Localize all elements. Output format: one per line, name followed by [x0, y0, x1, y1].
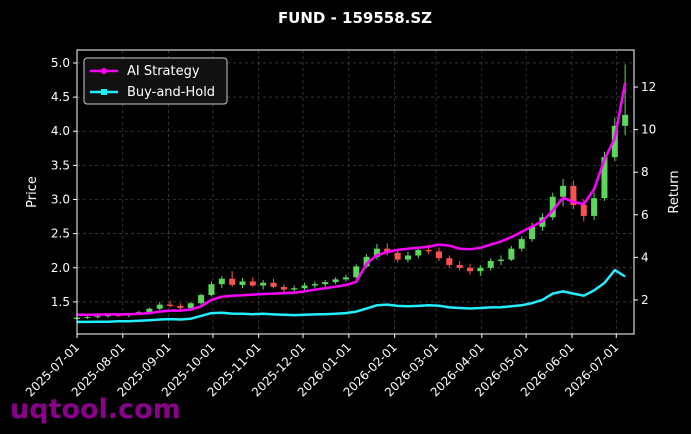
- watermark: uqtool.com: [10, 394, 181, 425]
- legend-marker: [101, 68, 107, 74]
- y-tick-label: 3.5: [51, 158, 70, 172]
- candle-body: [187, 303, 194, 309]
- candle-body: [239, 281, 246, 285]
- candle-body: [529, 226, 536, 240]
- candle-body: [415, 250, 422, 256]
- candle-body: [560, 185, 567, 197]
- candle-body: [363, 256, 370, 267]
- candle-body: [156, 304, 163, 309]
- candle-body: [291, 288, 298, 290]
- candle-body: [425, 250, 432, 252]
- candle-body: [146, 308, 153, 313]
- candle-body: [218, 278, 225, 285]
- y2-tick-label: 12: [641, 80, 656, 94]
- y-tick-label: 4.0: [51, 124, 70, 138]
- candle-body: [373, 248, 380, 257]
- series-line: [77, 268, 626, 324]
- y2-axis-label: Return: [667, 170, 682, 213]
- candle-body: [435, 251, 442, 259]
- y2-tick-label: 10: [641, 123, 656, 137]
- candle-body: [229, 278, 236, 285]
- y-tick-label: 2.5: [51, 227, 70, 241]
- candle-body: [477, 267, 484, 272]
- candle-body: [270, 282, 277, 287]
- candle-body: [518, 239, 525, 249]
- candle-body: [177, 306, 184, 309]
- candle-body: [456, 265, 463, 268]
- candle-body: [601, 157, 608, 199]
- legend-box: [83, 57, 228, 105]
- y2-tick-label: 8: [641, 165, 649, 179]
- y-tick-label: 3.0: [51, 193, 70, 207]
- y2-tick-label: 6: [641, 208, 649, 222]
- y-tick-label: 2.0: [51, 261, 70, 275]
- candle-body: [570, 185, 577, 205]
- legend: AI Strategy Buy-and-Hold: [83, 57, 228, 105]
- candle-body: [249, 281, 256, 286]
- legend-label: Buy-and-Hold: [127, 85, 215, 100]
- candle-body: [384, 248, 391, 253]
- candle-body: [322, 282, 329, 285]
- series-line: [77, 82, 627, 317]
- legend-label: AI Strategy: [127, 64, 200, 79]
- chart-title: FUND - 159558.SZ: [278, 9, 432, 27]
- y-tick-label: 5.0: [51, 56, 70, 70]
- candle-body: [260, 282, 267, 286]
- candle-body: [611, 125, 618, 158]
- candle-body: [591, 198, 598, 216]
- y2-tick-label: 4: [641, 250, 649, 264]
- candle-body: [198, 295, 205, 304]
- candle-body: [508, 248, 515, 260]
- candle-body: [208, 284, 215, 296]
- candle-body: [622, 114, 629, 126]
- y-axis-label: Price: [25, 176, 40, 208]
- candle-body: [404, 255, 411, 260]
- candle-body: [84, 316, 91, 318]
- candle-body: [467, 267, 474, 272]
- y-tick-label: 1.5: [51, 295, 70, 309]
- candle-body: [301, 285, 308, 289]
- candle-body: [94, 316, 101, 318]
- candle-body: [487, 260, 494, 268]
- candle-body: [446, 258, 453, 266]
- y-tick-label: 4.5: [51, 90, 70, 104]
- candle-body: [311, 284, 318, 286]
- candle-body: [549, 196, 556, 218]
- y2-tick-label: 2: [641, 293, 649, 307]
- candle-body: [167, 304, 174, 307]
- legend-marker: [101, 89, 107, 95]
- candle-body: [394, 252, 401, 260]
- candle-body: [498, 259, 505, 261]
- plot-frame: [76, 49, 635, 335]
- candle-body: [353, 266, 360, 278]
- candle-body: [580, 204, 587, 216]
- candle-body: [342, 277, 349, 280]
- candle-body: [280, 286, 287, 290]
- candle-body: [332, 279, 339, 283]
